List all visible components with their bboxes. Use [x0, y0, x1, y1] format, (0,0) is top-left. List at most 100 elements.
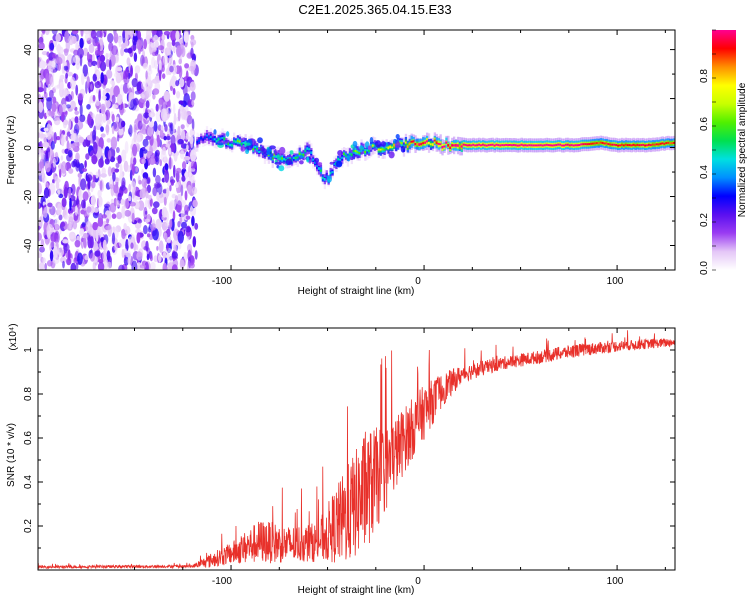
noise-blob	[70, 100, 76, 110]
noise-blob	[55, 33, 61, 43]
ridge-cell	[343, 152, 346, 156]
noise-blob	[50, 232, 57, 243]
noise-blob	[97, 44, 101, 52]
noise-blob	[121, 205, 126, 219]
noise-blob	[95, 99, 100, 107]
ridge-speckle	[380, 141, 386, 147]
noise-blob	[190, 34, 195, 41]
noise-blob	[94, 250, 101, 257]
noise-blob	[105, 124, 110, 133]
noise-blob	[106, 261, 112, 269]
noise-blob	[42, 30, 46, 35]
ridge-cell	[202, 138, 205, 141]
noise-blob	[149, 157, 156, 165]
ridge-cell	[557, 143, 560, 146]
ridge-cell	[424, 141, 427, 144]
ridge-speckle	[346, 155, 351, 162]
ridge-cell	[399, 141, 402, 144]
noise-blob	[145, 100, 150, 109]
noise-blob	[139, 264, 146, 269]
ridge-cell	[418, 143, 421, 146]
noise-blob	[116, 200, 120, 206]
ridge-cell	[499, 144, 502, 147]
noise-blob	[161, 34, 166, 41]
noise-blob	[163, 90, 171, 102]
noise-blob	[78, 188, 83, 202]
noise-blob	[41, 51, 48, 56]
ridge-cell	[275, 155, 278, 158]
noise-blob	[92, 73, 98, 82]
noise-blob	[190, 161, 196, 170]
noise-blob	[52, 255, 60, 264]
noise-blob	[192, 199, 198, 208]
noise-blob	[131, 212, 135, 223]
ridge-speckle	[388, 151, 395, 159]
noise-blob	[137, 218, 143, 224]
ridge-cell	[414, 142, 417, 146]
noise-blob	[40, 133, 46, 138]
noise-blob	[83, 47, 89, 57]
noise-blob	[48, 110, 56, 117]
ridge-cell	[431, 143, 435, 146]
ridge-cell	[329, 172, 332, 175]
noise-blob	[137, 120, 143, 130]
noise-blob	[106, 69, 113, 79]
noise-blob	[118, 238, 126, 248]
noise-blob	[145, 190, 149, 199]
noise-blob	[72, 142, 79, 147]
ridge-cell	[510, 144, 514, 147]
ridge-cell	[673, 141, 675, 144]
noise-blob	[146, 253, 150, 261]
ridge-speckle	[358, 145, 364, 150]
noise-blob	[45, 97, 53, 102]
ridge-cell	[603, 142, 606, 145]
ridge-cell	[221, 137, 224, 139]
y-tick-label: 40	[23, 44, 34, 56]
noise-blob	[84, 254, 90, 261]
noise-blob	[160, 108, 168, 121]
noise-blob	[74, 116, 79, 124]
noise-blob	[76, 198, 79, 205]
ridge-cell	[205, 134, 209, 137]
ridge-cell	[626, 144, 629, 147]
noise-blob	[100, 133, 106, 138]
noise-blob	[114, 72, 118, 78]
noise-blob	[118, 264, 125, 270]
noise-blob	[80, 30, 84, 37]
noise-blob	[100, 61, 107, 72]
noise-blob	[184, 204, 189, 214]
noise-blob	[62, 239, 69, 244]
noise-blob	[177, 125, 181, 137]
ridge-cell	[381, 148, 384, 151]
noise-blob	[189, 262, 195, 269]
noise-blob	[65, 135, 69, 141]
noise-blob	[76, 120, 84, 130]
noise-blob	[172, 45, 176, 53]
noise-blob	[94, 81, 102, 89]
snr-panel: -100 0 100 0.2 0.4 0.6 0.8 1 (x10⁴) Heig…	[6, 323, 676, 596]
noise-blob	[171, 251, 178, 259]
noise-blob	[171, 264, 178, 270]
ridge-speckle	[393, 138, 397, 144]
ridge-cell	[358, 152, 361, 155]
noise-blob	[50, 240, 55, 248]
noise-blob	[168, 147, 172, 155]
noise-blob	[44, 30, 50, 36]
ridge-cell	[234, 140, 238, 143]
ridge-cell	[400, 142, 404, 145]
ridge-cell	[599, 141, 602, 144]
noise-blob	[42, 257, 46, 264]
noise-blob	[112, 104, 118, 109]
noise-blob	[81, 221, 86, 228]
y-tick-label: -40	[23, 238, 34, 253]
ridge-cell	[229, 143, 232, 147]
noise-blob	[38, 42, 45, 51]
noise-blob	[147, 125, 154, 137]
noise-blob	[57, 62, 61, 71]
noise-blob	[53, 245, 58, 259]
noise-blob	[47, 83, 51, 91]
noise-blob	[39, 216, 43, 229]
noise-blob	[163, 232, 168, 240]
ridge-cell	[595, 142, 599, 145]
noise-blob	[113, 121, 120, 132]
